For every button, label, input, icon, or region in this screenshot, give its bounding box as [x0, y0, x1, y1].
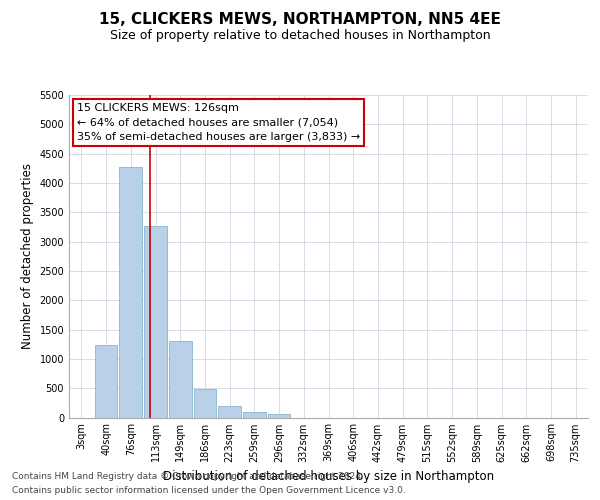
- Bar: [169, 340, 191, 417]
- Text: Size of property relative to detached houses in Northampton: Size of property relative to detached ho…: [110, 29, 490, 42]
- X-axis label: Distribution of detached houses by size in Northampton: Distribution of detached houses by size …: [163, 470, 494, 483]
- Bar: [194, 389, 216, 418]
- Bar: [119, 167, 142, 417]
- Text: Contains HM Land Registry data © Crown copyright and database right 2024.: Contains HM Land Registry data © Crown c…: [12, 472, 364, 481]
- Bar: [144, 226, 167, 418]
- Bar: [268, 414, 290, 418]
- Y-axis label: Number of detached properties: Number of detached properties: [21, 163, 34, 349]
- Bar: [243, 412, 266, 418]
- Text: 15, CLICKERS MEWS, NORTHAMPTON, NN5 4EE: 15, CLICKERS MEWS, NORTHAMPTON, NN5 4EE: [99, 12, 501, 28]
- Text: Contains public sector information licensed under the Open Government Licence v3: Contains public sector information licen…: [12, 486, 406, 495]
- Text: 15 CLICKERS MEWS: 126sqm
← 64% of detached houses are smaller (7,054)
35% of sem: 15 CLICKERS MEWS: 126sqm ← 64% of detach…: [77, 103, 360, 142]
- Bar: [95, 346, 118, 418]
- Bar: [218, 406, 241, 417]
